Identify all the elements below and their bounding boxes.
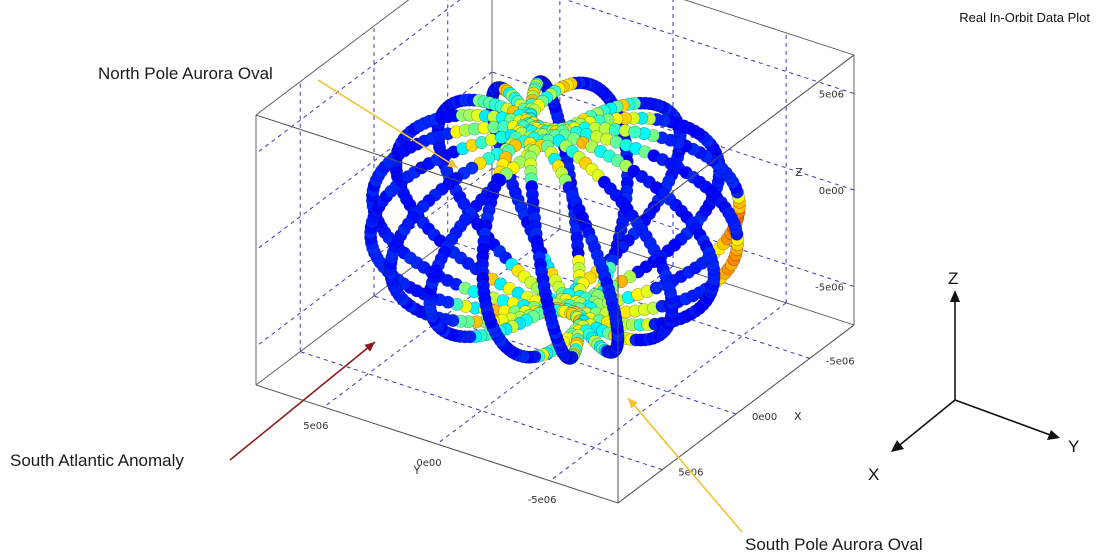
arrow-south-pole [627,397,743,533]
triad-z-arrowhead [950,290,960,302]
z-tick-label: 0e00 [819,186,844,197]
data-point [704,251,718,265]
z-axis-label: Z [795,166,803,179]
box-front-edge [255,114,619,234]
z-tick-label: 5e06 [819,90,844,101]
box-edge [683,0,855,56]
triad-x-axis [895,399,956,449]
arrow-south-atlantic [229,341,376,461]
z-tick-label: -5e06 [815,282,844,293]
arrow-south-pole-head [628,398,638,409]
data-point [662,280,676,294]
plot-box [255,0,855,504]
triad-y-axis [954,399,1054,437]
y-tick-label: 5e06 [303,421,328,432]
triad-y-arrowhead [1047,430,1060,440]
data-point [722,206,736,220]
chart-title: Real In-Orbit Data Plot [959,10,1090,25]
data-point [429,264,443,278]
data-point [606,301,620,315]
annotation-arrows [229,79,743,533]
plot-box-front-edges [255,54,855,504]
x-tick-label: 0e00 [752,412,777,423]
axis-triad: Z Y X [868,269,1079,484]
triad-x-arrowhead [891,440,904,452]
y-axis-label: Y [413,464,421,477]
y-tick-label: -5e06 [528,495,557,506]
data-point [401,217,415,231]
annotation-south-pole: South Pole Aurora Oval [745,535,923,554]
data-point [482,310,496,324]
arrow-south-atlantic-head [364,342,375,352]
y-tick-label: 0e00 [416,458,441,469]
data-point [628,125,642,139]
box-front-edge [617,324,855,504]
arrow-north-pole-head [447,158,458,168]
x-axis-label: X [794,410,802,423]
box-front-edge [617,54,855,234]
x-tick-label: -5e06 [826,356,855,367]
arrow-north-pole [317,79,459,169]
data-point [544,311,558,325]
triad-x-label: X [868,465,879,484]
grid-lines [255,0,855,482]
annotation-south-atlantic: South Atlantic Anomaly [10,451,184,470]
box-front-edge [255,384,619,504]
triad-y-label: Y [1068,437,1079,456]
grid-line [255,0,461,154]
grid-line [549,302,787,482]
annotation-north-pole: North Pole Aurora Oval [98,64,273,83]
triad-z-label: Z [948,269,958,288]
box-edge [255,0,410,116]
data-points [364,75,746,365]
